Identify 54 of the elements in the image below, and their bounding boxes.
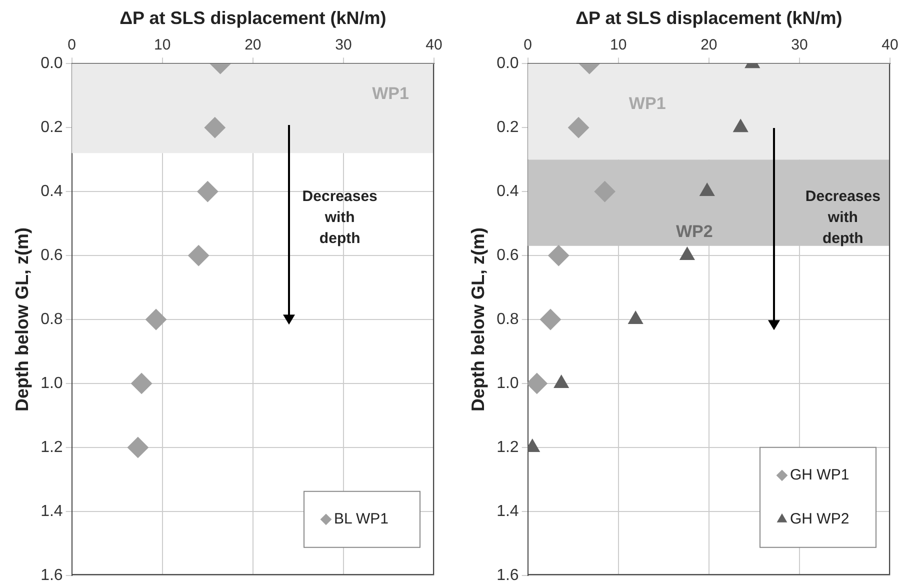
- y-axis-title: Depth below GL, z(m): [12, 228, 32, 412]
- x-tick-label: 30: [335, 36, 352, 54]
- x-tick-label: 30: [791, 36, 808, 54]
- y-tick-label: 0.6: [40, 246, 63, 264]
- x-tick-label: 0: [524, 36, 532, 54]
- x-tick-label: 20: [700, 36, 718, 54]
- y-tick-label: 1.4: [496, 502, 519, 520]
- y-tick-label: 0.4: [40, 182, 63, 200]
- x-axis-title: ΔP at SLS displacement (kN/m): [120, 8, 386, 28]
- point: [680, 247, 695, 260]
- legend-label: GH WP2: [790, 510, 850, 528]
- point: [204, 117, 226, 138]
- point: [188, 245, 210, 266]
- band-label: WP1: [628, 94, 666, 114]
- y-tick-label: 1.2: [40, 438, 63, 456]
- y-tick-label: 1.2: [496, 438, 519, 456]
- y-tick-label: 0.8: [40, 310, 63, 328]
- y-tick-label: 0.4: [496, 182, 519, 200]
- y-axis-title: Depth below GL, z(m): [468, 228, 488, 412]
- point: [594, 181, 616, 202]
- point: [131, 372, 152, 394]
- y-tick-label: 0.0: [496, 55, 519, 72]
- band-label: WP2: [676, 222, 713, 242]
- x-tick-label: 0: [68, 36, 76, 54]
- point: [127, 436, 148, 458]
- point: [528, 372, 548, 394]
- y-tick-label: 1.4: [40, 502, 63, 520]
- point: [554, 374, 569, 388]
- point: [628, 311, 644, 324]
- x-tick-label: 20: [244, 36, 262, 54]
- y-tick-label: 0.8: [496, 310, 519, 328]
- annotation: Decreases with depth: [302, 188, 378, 247]
- y-tick-label: 1.6: [40, 566, 63, 584]
- y-tick-label: 0.0: [40, 55, 63, 72]
- legend-label: GH WP1: [790, 466, 850, 484]
- x-tick-label: 10: [154, 36, 171, 54]
- point: [146, 309, 167, 330]
- x-tick-label: 10: [610, 36, 627, 54]
- y-tick-label: 1.6: [496, 566, 519, 584]
- band-label: WP1: [372, 84, 409, 103]
- legend-label: BL WP1: [334, 510, 388, 528]
- y-tick-label: 0.6: [496, 246, 519, 264]
- y-tick-label: 1.0: [496, 374, 519, 392]
- y-tick-label: 0.2: [40, 118, 63, 136]
- x-tick-label: 40: [426, 36, 442, 54]
- y-tick-label: 1.0: [40, 374, 63, 392]
- annotation: Decreases with depth: [805, 188, 880, 247]
- point: [540, 309, 561, 330]
- x-axis-title: ΔP at SLS displacement (kN/m): [576, 8, 842, 28]
- y-tick-label: 0.2: [496, 118, 519, 136]
- x-tick-label: 40: [882, 36, 898, 54]
- point: [197, 181, 218, 202]
- point: [548, 245, 570, 266]
- point: [568, 117, 590, 138]
